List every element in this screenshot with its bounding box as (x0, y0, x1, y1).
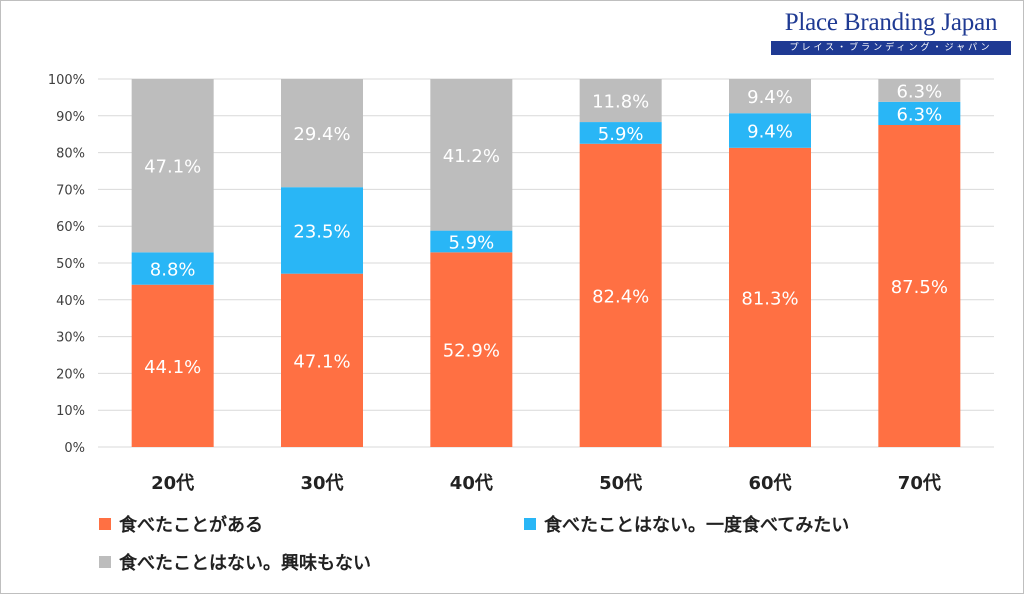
bar-segment (579, 122, 662, 144)
y-tick-label: 30% (56, 331, 85, 346)
data-label: 6.3% (896, 104, 942, 125)
bar-segment (131, 252, 214, 285)
data-label: 41.2% (443, 146, 500, 167)
y-tick-label: 0% (64, 441, 85, 456)
data-label: 5.9% (598, 124, 644, 145)
data-label: 29.4% (293, 124, 350, 145)
y-tick-label: 90% (56, 110, 85, 125)
legend-swatch-1 (524, 518, 536, 530)
bar-segment (878, 79, 961, 102)
bar-segment (878, 101, 961, 125)
bar-segment (281, 273, 363, 447)
data-label: 52.9% (443, 341, 500, 362)
data-label: 47.1% (293, 351, 350, 372)
bar-segment (579, 143, 662, 447)
y-tick-label: 40% (56, 294, 85, 309)
legend-item-0: 食べたことがある (99, 511, 263, 537)
bar-segment (430, 252, 513, 447)
bar-segment (878, 125, 961, 447)
data-label: 82.4% (592, 286, 649, 307)
x-tick-label: 20代 (151, 473, 194, 494)
data-label: 8.8% (150, 260, 196, 281)
y-tick-label: 20% (56, 367, 85, 382)
x-tick-label: 50代 (599, 473, 642, 494)
legend-label-0: 食べたことがある (119, 515, 263, 536)
bar-segment (131, 79, 214, 253)
legend-label-2: 食べたことはない。興味もない (119, 553, 371, 574)
bar-segment (729, 147, 811, 448)
x-tick-label: 70代 (898, 473, 941, 494)
legend-swatch-0 (99, 518, 111, 530)
bar-segment (131, 284, 214, 447)
x-tick-label: 30代 (300, 473, 343, 494)
bar-segment (281, 79, 363, 188)
y-tick-label: 50% (56, 257, 85, 272)
data-label: 9.4% (747, 87, 793, 108)
x-tick-label: 40代 (450, 473, 493, 494)
y-tick-label: 80% (56, 147, 85, 162)
data-label: 44.1% (144, 357, 201, 378)
data-label: 87.5% (891, 277, 948, 298)
y-tick-label: 70% (56, 183, 85, 198)
data-label: 9.4% (747, 122, 793, 143)
bar-segment (430, 79, 513, 231)
data-label: 6.3% (896, 81, 942, 102)
x-tick-label: 60代 (748, 473, 791, 494)
legend-item-2: 食べたことはない。興味もない (99, 549, 371, 575)
brand-logo: Place Branding Japan プレイス・ブランディング・ジャパン (771, 9, 1011, 59)
y-tick-label: 100% (48, 73, 85, 88)
y-tick-label: 60% (56, 220, 85, 235)
y-tick-label: 10% (56, 404, 85, 419)
legend-swatch-2 (99, 556, 111, 568)
legend-item-1: 食べたことはない。一度食べてみたい (524, 511, 849, 537)
data-label: 23.5% (293, 221, 350, 242)
bar-segment (729, 113, 811, 148)
bar-segment (430, 230, 513, 253)
data-label: 5.9% (448, 232, 494, 253)
data-label: 11.8% (592, 92, 649, 113)
logo-title: Place Branding Japan (784, 9, 998, 36)
logo-subtitle: プレイス・ブランディング・ジャパン (771, 41, 1011, 55)
bar-segment (281, 187, 363, 274)
data-label: 47.1% (144, 157, 201, 178)
bar-segment (729, 79, 811, 114)
bar-segment (579, 79, 662, 123)
data-label: 81.3% (741, 288, 798, 309)
legend-label-1: 食べたことはない。一度食べてみたい (544, 515, 850, 536)
